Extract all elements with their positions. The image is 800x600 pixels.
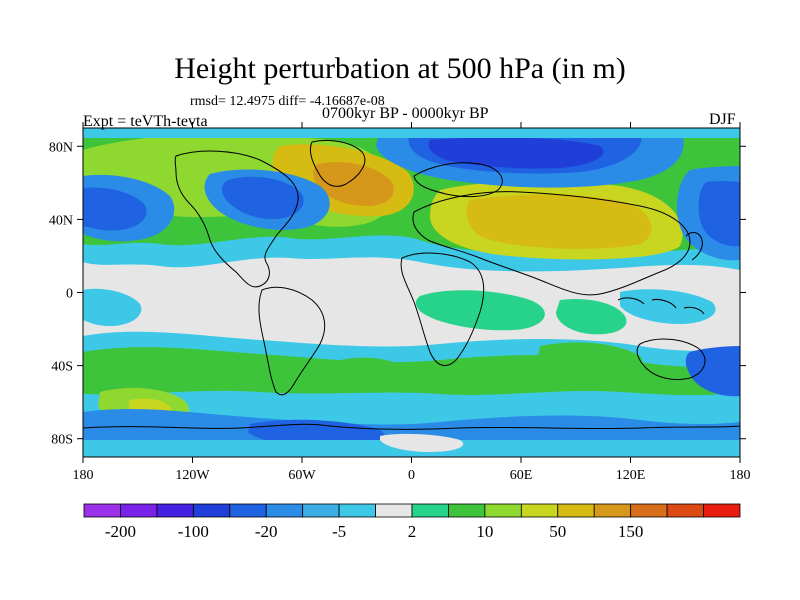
- field-npacific-low-east-inner: [698, 181, 740, 247]
- colorbar-swatch: [120, 503, 158, 518]
- field-tropical-pacific-west: [83, 288, 142, 326]
- field-arctic-low-inner: [428, 137, 604, 169]
- coastline-eurasia: [412, 191, 691, 296]
- coastline-north-america: [174, 150, 299, 288]
- colorbar-label: 150: [618, 522, 644, 541]
- colorbar-swatch: [411, 503, 449, 518]
- x-axis-labels: 180 120W 60W 0 60E 120E 180: [73, 468, 751, 483]
- coastline-africa: [400, 252, 485, 367]
- field-indian-ocean: [556, 298, 627, 335]
- field-south-indian-green: [538, 342, 643, 376]
- coastline-indonesia: [617, 297, 705, 315]
- colorbar-label: 10: [476, 522, 493, 541]
- y-tick-label: 0: [66, 287, 73, 302]
- field-arctic-cyan-cap: [83, 128, 740, 138]
- y-tick-label: 80S: [51, 433, 73, 448]
- colorbar-swatch: [666, 503, 704, 518]
- colorbar-label: 2: [408, 522, 417, 541]
- colorbar-swatch: [229, 503, 267, 518]
- field-south-atlantic-green: [335, 357, 411, 389]
- y-tick-label: 80N: [49, 140, 73, 155]
- coastline-antarctica: [83, 423, 740, 430]
- colorbar-swatch: [338, 503, 376, 518]
- height-perturbation-field: [83, 128, 740, 457]
- colorbar-label: -5: [332, 522, 346, 541]
- x-tick-label: 0: [408, 468, 415, 483]
- colorbar-swatch: [484, 503, 522, 518]
- field-antarctic-grey-patch: [380, 433, 464, 452]
- colorbar-swatch: [448, 503, 486, 518]
- colorbar-swatch: [557, 503, 595, 518]
- period-label: 0700kyr BP - 0000kyr BP: [322, 105, 489, 122]
- coastlines: [83, 139, 740, 430]
- x-tick-label: 120E: [616, 468, 646, 483]
- x-tick-label: 180: [73, 468, 94, 483]
- colorbar-labels: -200 -100 -20 -5 2 10 50 150: [105, 522, 644, 541]
- colorbar-swatch: [520, 503, 559, 518]
- field-greenland-high-inner: [313, 162, 394, 206]
- colorbar-label: -100: [178, 522, 209, 541]
- colorbar: [83, 503, 741, 518]
- colorbar-swatch: [593, 503, 632, 518]
- colorbar-swatch: [630, 503, 668, 518]
- field-tropical-pacific-east: [620, 289, 716, 324]
- colorbar-swatch: [156, 503, 194, 518]
- x-tick-label: 60E: [510, 468, 533, 483]
- figure-title: Height perturbation at 500 hPa (in m): [174, 52, 626, 85]
- season-label: DJF: [709, 111, 736, 128]
- colorbar-label: -200: [105, 522, 136, 541]
- coastline-australia: [636, 338, 706, 381]
- experiment-label: Expt = teVTh-tevta: [83, 113, 208, 130]
- colorbar-label: -20: [255, 522, 278, 541]
- colorbar-swatch: [703, 503, 741, 518]
- coastline-greenland: [309, 139, 366, 187]
- field-namerica-low-inner: [222, 176, 304, 220]
- x-tick-label: 180: [730, 468, 751, 483]
- y-axis-labels: 80N 40N 0 40S 80S: [49, 140, 73, 447]
- axis-ticks: [77, 122, 746, 463]
- colorbar-label: 50: [549, 522, 566, 541]
- y-tick-label: 40N: [49, 213, 73, 228]
- coastline-europe-north: [413, 162, 503, 198]
- field-eurasia-high-inner: [466, 194, 652, 249]
- field-south-east-pacific-blue: [685, 346, 740, 397]
- coastline-japan: [685, 232, 703, 261]
- colorbar-swatch: [302, 503, 340, 518]
- colorbar-swatch: [375, 503, 413, 518]
- x-tick-label: 60W: [288, 468, 316, 483]
- colorbar-swatch: [192, 503, 231, 518]
- x-tick-label: 120W: [175, 468, 210, 483]
- coastline-south-america: [258, 286, 326, 396]
- colorbar-swatch: [265, 503, 304, 518]
- colorbar-swatch: [83, 503, 121, 518]
- rmsd-diff-stats: rmsd= 12.4975 diff= -4.16687e-08: [190, 94, 385, 109]
- field-npacific-low-west-inner: [83, 187, 147, 231]
- y-tick-label: 40S: [51, 360, 73, 375]
